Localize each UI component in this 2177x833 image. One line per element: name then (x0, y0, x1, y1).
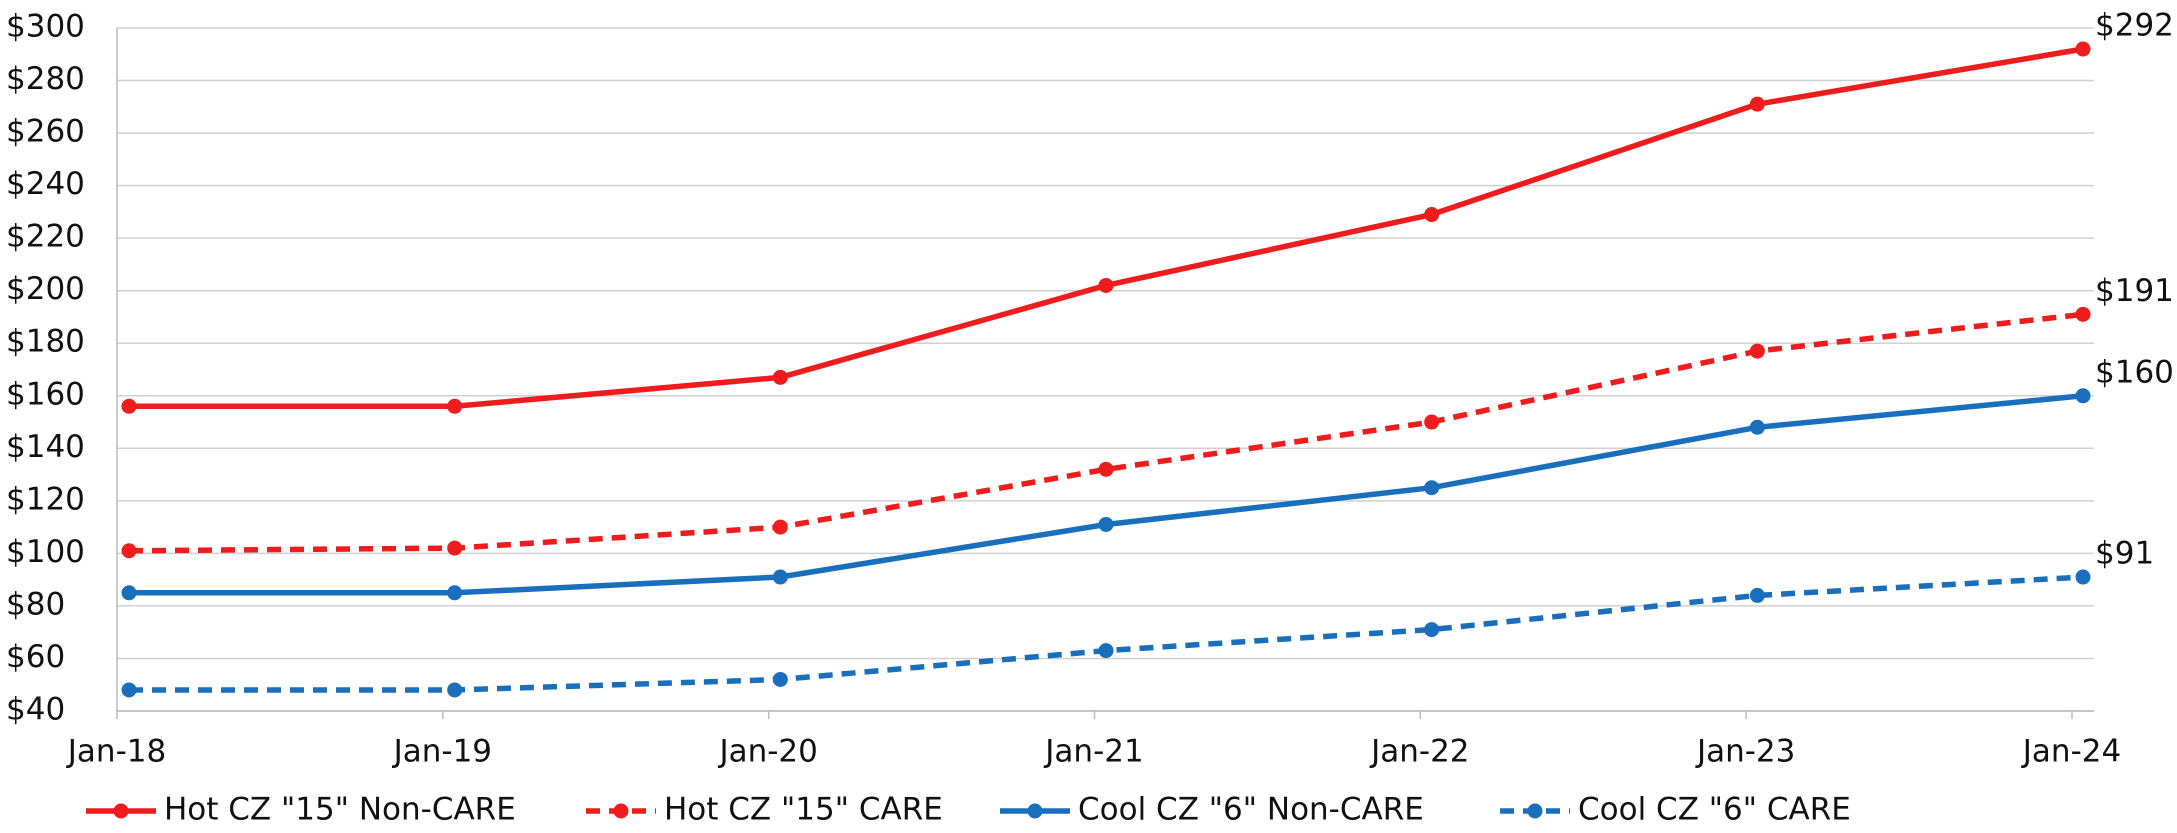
point (2075, 388, 2091, 404)
point (447, 585, 463, 601)
x-tick-label: Jan-21 (1043, 734, 1143, 770)
point (2075, 41, 2091, 57)
x-tick-label: Jan-24 (2021, 734, 2121, 770)
point (1424, 622, 1440, 638)
point (1098, 643, 1114, 659)
x-tick-label: Jan-20 (717, 734, 817, 770)
point (447, 398, 463, 414)
point (1749, 343, 1765, 359)
point (1098, 461, 1114, 477)
legend-marker (1527, 803, 1543, 819)
point (772, 519, 788, 535)
legend-marker (613, 803, 629, 819)
point (447, 682, 463, 698)
point (121, 682, 137, 698)
point (447, 540, 463, 556)
y-tick-label: $40 (6, 692, 65, 728)
point (121, 585, 137, 601)
legend-label: Hot CZ "15" Non-CARE (164, 792, 516, 828)
series-line (128, 311, 2084, 554)
x-tick-label: Jan-18 (66, 734, 166, 770)
legend-label: Cool CZ "6" CARE (1578, 792, 1851, 828)
point (772, 369, 788, 385)
y-tick-label: $260 (6, 114, 85, 150)
point (1749, 587, 1765, 603)
y-tick-label: $200 (6, 271, 85, 307)
point (772, 671, 788, 687)
point (121, 398, 137, 414)
y-tick-label: $180 (6, 324, 85, 360)
value-label: $91 (2095, 536, 2154, 572)
legend-marker (113, 803, 129, 819)
y-tick-label: $220 (6, 219, 85, 255)
legend-marker (1027, 803, 1043, 819)
y-tick-label: $160 (6, 376, 85, 412)
point (1424, 414, 1440, 430)
legend-label: Cool CZ "6" Non-CARE (1078, 792, 1424, 828)
value-label: $160 (2095, 354, 2174, 390)
y-tick-label: $120 (6, 481, 85, 517)
y-tick-label: $300 (6, 9, 85, 45)
point (1098, 277, 1114, 293)
point (1424, 480, 1440, 496)
x-tick-label: Jan-19 (392, 734, 492, 770)
point (772, 569, 788, 585)
x-tick-label: Jan-22 (1369, 734, 1469, 770)
legend-label: Hot CZ "15" CARE (664, 792, 943, 828)
y-tick-label: $140 (6, 429, 85, 465)
y-tick-label: $60 (6, 639, 65, 675)
y-tick-label: $280 (6, 61, 85, 97)
point (1098, 516, 1114, 532)
y-tick-label: $240 (6, 166, 85, 202)
value-label: $191 (2095, 273, 2174, 309)
point (1749, 419, 1765, 435)
y-tick-label: $80 (6, 586, 65, 622)
point (2075, 306, 2091, 322)
value-label: $292 (2095, 8, 2174, 44)
series-line (129, 46, 2084, 410)
point (2075, 569, 2091, 585)
series-line (129, 393, 2084, 596)
point (1424, 207, 1440, 223)
point (121, 543, 137, 559)
x-tick-label: Jan-23 (1695, 734, 1795, 770)
point (1749, 96, 1765, 112)
y-tick-label: $100 (6, 534, 85, 570)
